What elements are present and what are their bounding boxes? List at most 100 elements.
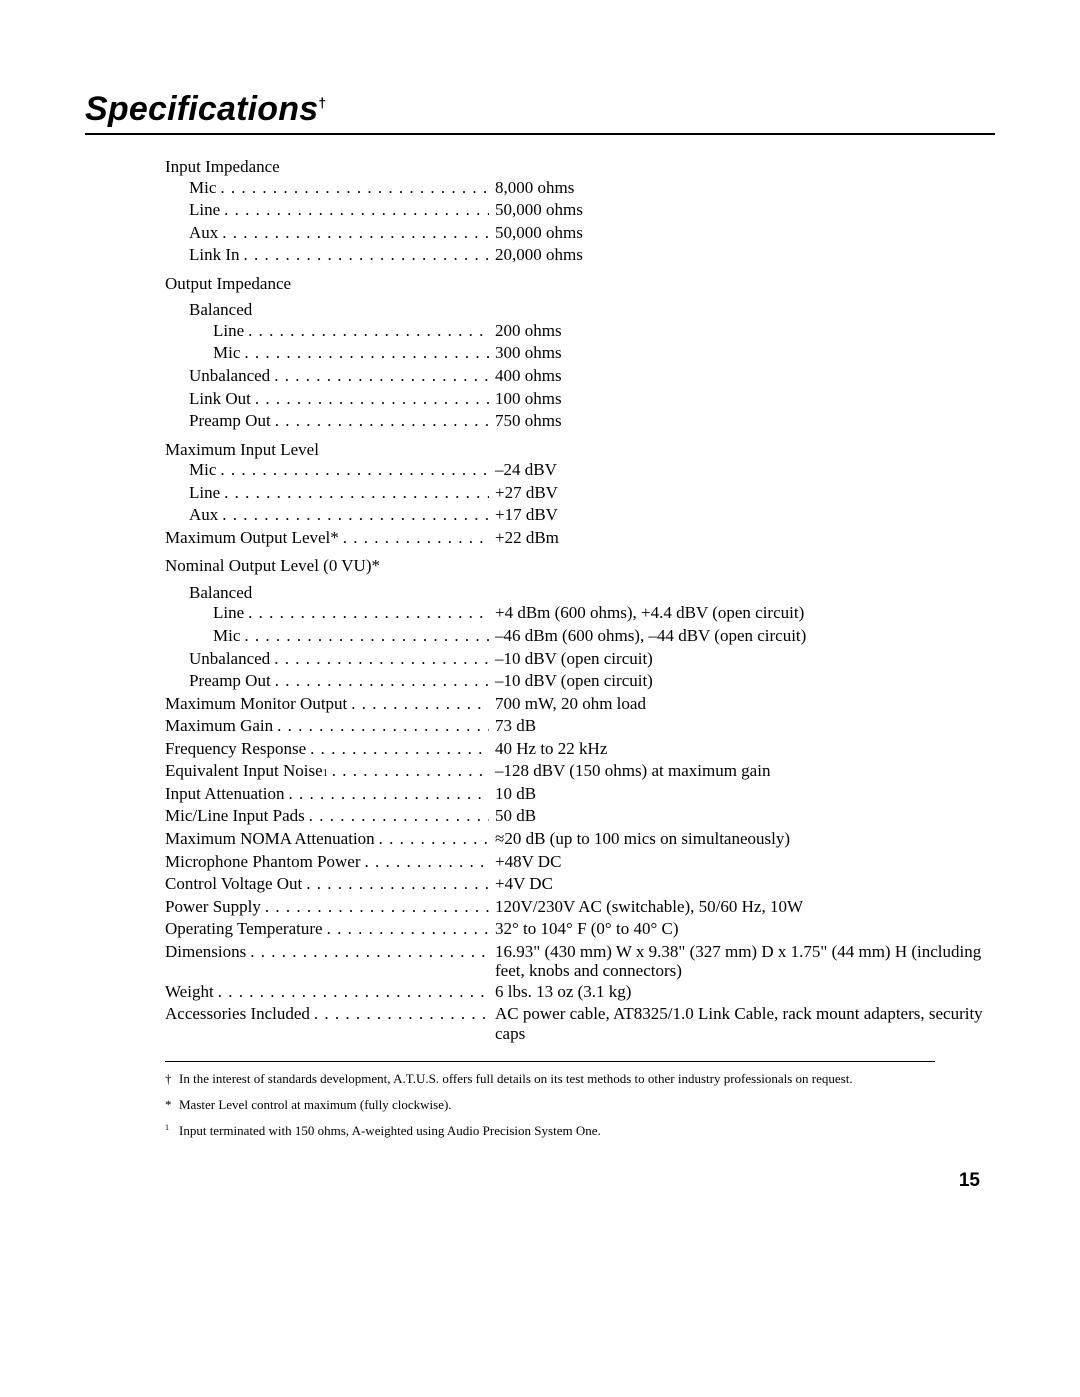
spec-label: Mic <box>189 178 216 198</box>
spec-value: +17 dBV <box>495 505 985 525</box>
leader-dots: . . . . . . . . . . . . . . . . . . . . … <box>274 366 489 388</box>
leader-dots: . . . . . . . . . . . . . . . . . . . . … <box>306 874 489 896</box>
spec-label-wrap: Operating Temperature . . . . . . . . . … <box>165 919 495 941</box>
spec-value: 10 dB <box>495 784 985 804</box>
title-dagger: † <box>318 95 326 111</box>
spec-label: Preamp Out <box>189 411 271 431</box>
page: Specifications† Input ImpedanceMic . . .… <box>0 0 1080 1397</box>
footnotes: †In the interest of standards developmen… <box>165 1070 995 1139</box>
spec-row: Line . . . . . . . . . . . . . . . . . .… <box>165 603 985 625</box>
spec-row: Preamp Out . . . . . . . . . . . . . . .… <box>165 671 985 693</box>
spec-value: 73 dB <box>495 716 985 736</box>
spec-row: Power Supply . . . . . . . . . . . . . .… <box>165 897 985 919</box>
leader-dots: . . . . . . . . . . . . . . . . . . . . … <box>314 1004 489 1026</box>
leader-dots: . . . . . . . . . . . . . . . . . . . . … <box>310 739 489 761</box>
spec-header-label: Maximum Input Level <box>165 440 319 460</box>
spec-label-wrap: Maximum Gain . . . . . . . . . . . . . .… <box>165 716 495 738</box>
spec-header: Maximum Input Level <box>165 440 985 460</box>
spec-value: 40 Hz to 22 kHz <box>495 739 985 759</box>
spec-row: Maximum Gain . . . . . . . . . . . . . .… <box>165 716 985 738</box>
spec-row: Accessories Included . . . . . . . . . .… <box>165 1004 985 1043</box>
leader-dots: . . . . . . . . . . . . . . . . . . . . … <box>244 626 489 648</box>
spec-value: 32° to 104° F (0° to 40° C) <box>495 919 985 939</box>
spec-row: Aux . . . . . . . . . . . . . . . . . . … <box>165 223 985 245</box>
spec-row: Mic . . . . . . . . . . . . . . . . . . … <box>165 626 985 648</box>
spec-label-wrap: Maximum Monitor Output . . . . . . . . .… <box>165 694 495 716</box>
specifications-list: Input ImpedanceMic . . . . . . . . . . .… <box>165 157 985 1043</box>
spec-value: 200 ohms <box>495 321 985 341</box>
leader-dots: . . . . . . . . . . . . . . . . . . . . … <box>222 505 489 527</box>
spec-label-wrap: Accessories Included . . . . . . . . . .… <box>165 1004 495 1026</box>
spec-row: Preamp Out . . . . . . . . . . . . . . .… <box>165 411 985 433</box>
spec-label: Preamp Out <box>189 671 271 691</box>
footnote: †In the interest of standards developmen… <box>165 1070 865 1088</box>
spec-value: +4V DC <box>495 874 985 894</box>
spec-label-wrap: Line . . . . . . . . . . . . . . . . . .… <box>165 603 495 625</box>
spec-label: Weight <box>165 982 214 1002</box>
spec-row: Line . . . . . . . . . . . . . . . . . .… <box>165 321 985 343</box>
leader-dots: . . . . . . . . . . . . . . . . . . . . … <box>275 411 489 433</box>
leader-dots: . . . . . . . . . . . . . . . . . . . . … <box>343 528 489 550</box>
spec-row: Input Attenuation . . . . . . . . . . . … <box>165 784 985 806</box>
spec-label: Unbalanced <box>189 366 270 386</box>
spec-label-wrap: Mic . . . . . . . . . . . . . . . . . . … <box>165 626 495 648</box>
spec-row: Operating Temperature . . . . . . . . . … <box>165 919 985 941</box>
footnote-symbol: 1 <box>165 1122 179 1140</box>
leader-dots: . . . . . . . . . . . . . . . . . . . . … <box>351 694 489 716</box>
spec-label-wrap: Weight . . . . . . . . . . . . . . . . .… <box>165 982 495 1004</box>
spec-value: 50,000 ohms <box>495 223 985 243</box>
spec-label-wrap: Aux . . . . . . . . . . . . . . . . . . … <box>165 505 495 527</box>
leader-dots: . . . . . . . . . . . . . . . . . . . . … <box>364 852 489 874</box>
footnote-symbol: † <box>165 1070 179 1088</box>
spec-header-label: Balanced <box>189 583 252 603</box>
spec-value: 20,000 ohms <box>495 245 985 265</box>
spec-label: Maximum Gain <box>165 716 273 736</box>
spec-value: +48V DC <box>495 852 985 872</box>
spec-label-sup: 1 <box>323 768 328 780</box>
spec-label: Aux <box>189 223 218 243</box>
spec-label-wrap: Unbalanced . . . . . . . . . . . . . . .… <box>165 366 495 388</box>
spec-value: –128 dBV (150 ohms) at maximum gain <box>495 761 985 781</box>
spec-value: 120V/230V AC (switchable), 50/60 Hz, 10W <box>495 897 985 917</box>
spec-label: Equivalent Input Noise <box>165 761 323 781</box>
spec-label: Maximum Monitor Output <box>165 694 347 714</box>
spec-value: 750 ohms <box>495 411 985 431</box>
spec-label-wrap: Aux . . . . . . . . . . . . . . . . . . … <box>165 223 495 245</box>
spec-label-wrap: Equivalent Input Noise1 . . . . . . . . … <box>165 761 495 783</box>
spec-label: Input Attenuation <box>165 784 284 804</box>
spec-label-wrap: Unbalanced . . . . . . . . . . . . . . .… <box>165 649 495 671</box>
leader-dots: . . . . . . . . . . . . . . . . . . . . … <box>379 829 489 851</box>
spec-label-wrap: Preamp Out . . . . . . . . . . . . . . .… <box>165 411 495 433</box>
leader-dots: . . . . . . . . . . . . . . . . . . . . … <box>250 942 489 964</box>
leader-dots: . . . . . . . . . . . . . . . . . . . . … <box>274 649 489 671</box>
spec-label-wrap: Mic . . . . . . . . . . . . . . . . . . … <box>165 460 495 482</box>
spec-value: –46 dBm (600 ohms), –44 dBV (open circui… <box>495 626 985 646</box>
spec-label: Line <box>213 321 244 341</box>
spec-header: Output Impedance <box>165 274 985 294</box>
leader-dots: . . . . . . . . . . . . . . . . . . . . … <box>248 321 489 343</box>
spec-row: Mic . . . . . . . . . . . . . . . . . . … <box>165 343 985 365</box>
spec-label-wrap: Maximum Output Level* . . . . . . . . . … <box>165 528 495 550</box>
footnote-symbol: * <box>165 1096 179 1114</box>
spec-row: Mic . . . . . . . . . . . . . . . . . . … <box>165 460 985 482</box>
leader-dots: . . . . . . . . . . . . . . . . . . . . … <box>332 761 489 783</box>
spec-row: Aux . . . . . . . . . . . . . . . . . . … <box>165 505 985 527</box>
leader-dots: . . . . . . . . . . . . . . . . . . . . … <box>275 671 489 693</box>
spec-value: +27 dBV <box>495 483 985 503</box>
leader-dots: . . . . . . . . . . . . . . . . . . . . … <box>220 178 489 200</box>
leader-dots: . . . . . . . . . . . . . . . . . . . . … <box>248 603 489 625</box>
footnote: 1Input terminated with 150 ohms, A-weigh… <box>165 1122 865 1140</box>
spec-value: 300 ohms <box>495 343 985 363</box>
spec-row: Weight . . . . . . . . . . . . . . . . .… <box>165 982 985 1004</box>
leader-dots: . . . . . . . . . . . . . . . . . . . . … <box>218 982 489 1004</box>
spec-label: Maximum NOMA Attenuation <box>165 829 375 849</box>
spec-value: 8,000 ohms <box>495 178 985 198</box>
spec-header: Balanced <box>165 300 985 320</box>
spec-row: Frequency Response . . . . . . . . . . .… <box>165 739 985 761</box>
spec-value: –10 dBV (open circuit) <box>495 649 985 669</box>
spec-label-wrap: Mic . . . . . . . . . . . . . . . . . . … <box>165 178 495 200</box>
spec-label: Maximum Output Level* <box>165 528 339 548</box>
spec-row: Line . . . . . . . . . . . . . . . . . .… <box>165 200 985 222</box>
spec-label-wrap: Input Attenuation . . . . . . . . . . . … <box>165 784 495 806</box>
spec-value: –24 dBV <box>495 460 985 480</box>
